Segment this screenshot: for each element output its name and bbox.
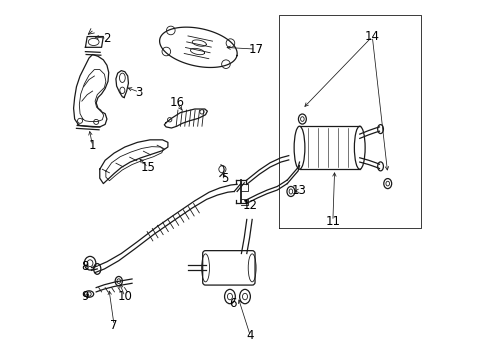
- Text: 8: 8: [82, 260, 89, 273]
- Text: 11: 11: [325, 215, 341, 228]
- Text: 17: 17: [248, 42, 263, 55]
- Text: 7: 7: [110, 319, 118, 332]
- Text: 6: 6: [229, 297, 236, 310]
- Text: 10: 10: [118, 290, 132, 303]
- Text: 16: 16: [170, 96, 184, 109]
- Text: 5: 5: [221, 172, 229, 185]
- Text: 13: 13: [292, 184, 306, 197]
- Text: 15: 15: [141, 161, 156, 174]
- Text: 1: 1: [89, 139, 97, 152]
- Text: 2: 2: [103, 32, 111, 45]
- Text: 3: 3: [136, 86, 143, 99]
- Text: 14: 14: [365, 30, 380, 43]
- Text: 12: 12: [243, 199, 258, 212]
- Text: 4: 4: [246, 329, 254, 342]
- Text: 9: 9: [82, 290, 89, 303]
